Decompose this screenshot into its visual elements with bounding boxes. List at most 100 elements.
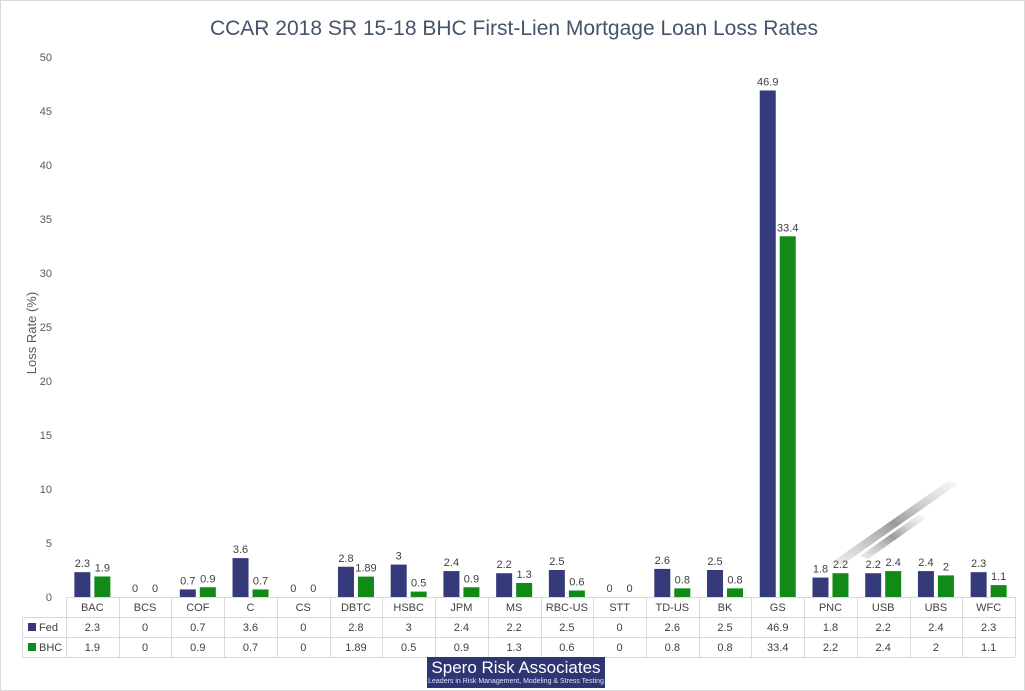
y-tick-label-0: 0 [46,592,52,604]
table-cell-fed-bk: 2.5 [717,622,732,634]
spero-logo: Spero Risk Associates Leaders in Risk Ma… [427,657,605,688]
y-tick-label-2: 10 [40,484,52,496]
bar-bhc-pnc [832,573,849,597]
category-label-ms: MS [506,602,523,614]
category-label-hsbc: HSBC [393,602,424,614]
table-cell-fed-rbc-us: 2.5 [559,622,574,634]
bar-fed-wfc [970,572,987,597]
category-label-ubs: UBS [925,602,948,614]
data-label-fed-td-us: 2.6 [655,555,670,567]
bar-fed-jpm [443,571,460,597]
data-label-fed-pnc: 1.8 [813,564,828,576]
table-cell-fed-pnc: 1.8 [823,622,838,634]
table-cell-fed-cs: 0 [300,622,306,634]
table-cell-fed-ms: 2.2 [506,622,521,634]
data-label-fed-hsbc: 3 [396,551,402,563]
bar-fed-ms [496,573,513,597]
table-cell-fed-td-us: 2.6 [665,622,680,634]
bar-fed-rbc-us [548,570,565,597]
category-label-bcs: BCS [134,602,157,614]
table-cell-fed-usb: 2.2 [876,622,891,634]
y-tick-label-6: 30 [40,268,52,280]
y-tick-label-1: 5 [46,538,52,550]
bar-bhc-c [252,589,269,597]
table-cell-bhc-jpm: 0.9 [454,642,469,654]
data-label-fed-rbc-us: 2.5 [549,556,564,568]
data-label-fed-dbtc: 2.8 [338,553,353,565]
data-label-fed-bk: 2.5 [707,556,722,568]
decor-stroke-2 [860,515,926,559]
category-label-gs: GS [770,602,786,614]
bar-fed-dbtc [337,566,354,597]
table-cell-fed-dbtc: 2.8 [348,622,363,634]
y-tick-label-3: 15 [40,430,52,442]
data-label-bhc-wfc: 1.1 [991,571,1006,583]
data-label-fed-wfc: 2.3 [971,558,986,570]
data-label-fed-c: 3.6 [233,544,248,556]
category-label-bac: BAC [81,602,104,614]
category-label-wfc: WFC [976,602,1001,614]
logo-title: Spero Risk Associates [431,658,601,677]
table-cell-bhc-gs: 33.4 [767,642,788,654]
bar-fed-usb [865,573,882,597]
table-cell-fed-cof: 0.7 [190,622,205,634]
bar-bhc-bk [727,588,744,597]
data-label-fed-gs: 46.9 [757,76,778,88]
legend-key-bhc [28,643,36,651]
data-label-bhc-hsbc: 0.5 [411,578,426,590]
bar-bhc-usb [885,571,902,597]
category-label-stt: STT [609,602,630,614]
bar-bhc-rbc-us [568,590,585,597]
logo-subtitle: Leaders in Risk Management, Modeling & S… [428,678,604,685]
y-axis-label: Loss Rate (%) [24,292,39,374]
legend-key-fed [28,623,36,631]
category-label-rbc-us: RBC-US [546,602,588,614]
table-cell-fed-bcs: 0 [142,622,148,634]
table-cell-bhc-td-us: 0.8 [665,642,680,654]
data-label-fed-stt: 0 [607,583,613,595]
table-cell-bhc-hsbc: 0.5 [401,642,416,654]
bar-fed-hsbc [390,564,407,597]
bar-bhc-bac [94,576,111,597]
bar-fed-cof [179,589,196,597]
table-cell-bhc-wfc: 1.1 [981,642,996,654]
data-label-fed-jpm: 2.4 [444,557,459,569]
data-label-fed-usb: 2.2 [866,559,881,571]
y-axis: 0 5 10 15 20 25 30 35 40 45 50 [40,52,52,604]
bar-bhc-jpm [463,587,480,597]
data-label-bhc-gs: 33.4 [777,222,798,234]
y-tick-label-7: 35 [40,214,52,226]
data-label-bhc-jpm: 0.9 [464,573,479,585]
table-cell-fed-hsbc: 3 [406,622,412,634]
category-label-td-us: TD-US [656,602,690,614]
table-cell-bhc-bk: 0.8 [717,642,732,654]
data-labels: 2.3 1.9 0 0 0.7 0.9 3.6 0.7 0 0 2.81.89 3 0.5 2.4 0.9 2… [75,76,1007,595]
table-cell-bhc-bcs: 0 [142,642,148,654]
table-cell-fed-gs: 46.9 [767,622,788,634]
data-label-fed-bcs: 0 [132,583,138,595]
data-table: BAC BCS COF C CS DBTC HSBC JPM MS RBC-US STT TD-US B… [22,597,1016,658]
bar-fed-pnc [812,577,829,597]
table-cell-fed-bac: 2.3 [85,622,100,634]
data-label-fed-cs: 0 [290,583,296,595]
data-label-bhc-ubs: 2 [943,561,949,573]
data-label-bhc-dbtc: 1.89 [355,563,376,575]
bar-bhc-td-us [674,588,691,597]
chart-title: CCAR 2018 SR 15-18 BHC First-Lien Mortga… [210,17,818,40]
bar-bhc-wfc [990,585,1007,597]
decorative-stroke [832,481,958,565]
bar-bhc-ms [516,582,533,597]
bar-bhc-ubs [937,575,954,597]
legend-label-bhc: BHC [39,642,62,654]
y-tick-label-10: 50 [40,52,52,64]
table-cell-fed-c: 3.6 [243,622,258,634]
bar-fed-td-us [654,568,671,597]
table-cell-bhc-pnc: 2.2 [823,642,838,654]
data-label-fed-cof: 0.7 [180,575,195,587]
category-label-bk: BK [718,602,733,614]
table-cell-bhc-ms: 1.3 [506,642,521,654]
data-label-bhc-usb: 2.4 [886,557,901,569]
bar-bhc-hsbc [410,591,427,597]
bars [74,90,1007,597]
